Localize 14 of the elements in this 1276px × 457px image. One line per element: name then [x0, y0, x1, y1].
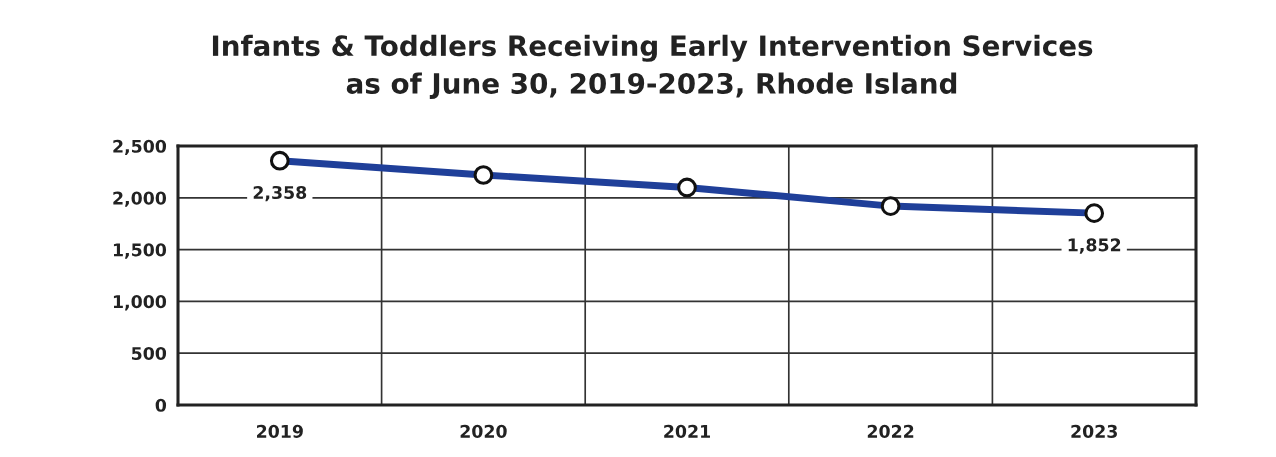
x-tick-label: 2022: [867, 424, 914, 438]
y-tick-label: 0: [155, 398, 167, 412]
chart-title: Infants & Toddlers Receiving Early Intervention Services as of June 30, 2019-2023, Rhode Island: [212, 34, 1093, 100]
data-label: 1,852: [1068, 238, 1121, 254]
y-tick-label: 1,000: [113, 295, 167, 311]
x-tick-label: 2019: [257, 424, 303, 438]
x-tick-label: 2023: [1071, 424, 1117, 438]
y-tick-label: 2,000: [113, 191, 167, 207]
y-tick-label: 1,500: [113, 243, 167, 259]
y-tick-label: 2,500: [113, 139, 167, 156]
data-label: 2,358: [253, 185, 307, 202]
y-tick-label: 500: [131, 346, 167, 361]
x-tick-label: 2021: [664, 424, 710, 438]
x-tick-label: 2020: [460, 424, 507, 438]
